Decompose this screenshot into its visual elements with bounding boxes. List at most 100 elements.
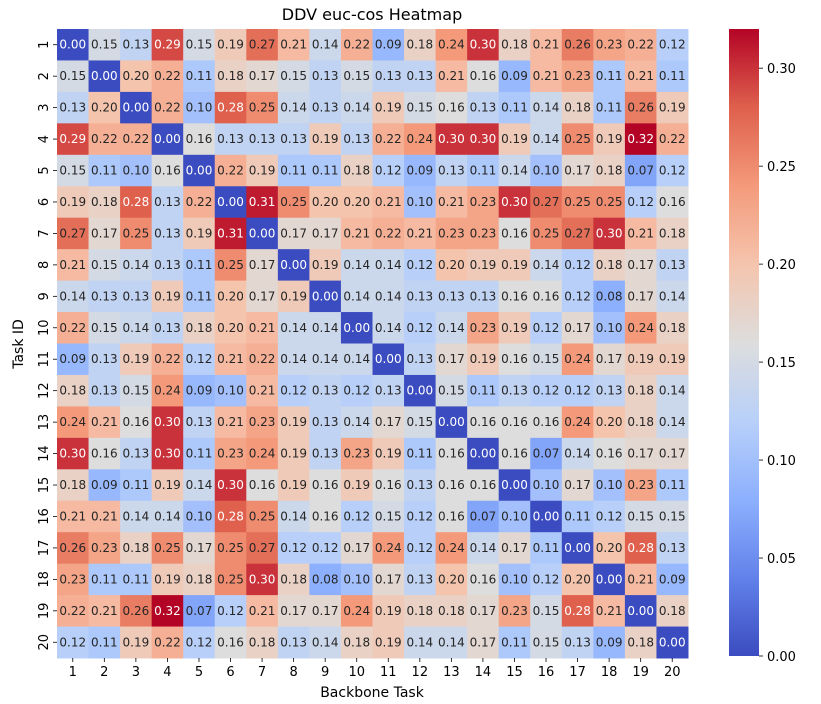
cell-value-label-r7-c13: 0.23 (438, 226, 465, 240)
y-tick-label-13: 13 (37, 414, 52, 431)
cell-value-label-r4-c14: 0.30 (470, 132, 497, 146)
cell-value-label-r4-c10: 0.13 (343, 132, 370, 146)
cell-value-label-r9-c3: 0.13 (123, 289, 150, 303)
heatmap-cell-r1-c13 (435, 29, 468, 61)
cell-value-label-r7-c7: 0.00 (249, 226, 276, 240)
heatmap-cell-r5-c7 (246, 154, 279, 187)
heatmap-cell-r3-c12 (404, 91, 437, 124)
cell-value-label-r9-c7: 0.17 (249, 289, 276, 303)
cell-value-label-r11-c14: 0.19 (470, 352, 497, 366)
cell-value-label-r7-c4: 0.13 (154, 226, 181, 240)
y-tick-label-9: 9 (37, 292, 52, 300)
x-tick-label-11: 11 (380, 665, 397, 680)
cell-value-label-r14-c8: 0.19 (280, 447, 307, 461)
heatmap-cell-r5-c8 (277, 154, 310, 187)
heatmap-cell-r16-c14 (467, 500, 500, 533)
heatmap-cell-r13-c3 (120, 406, 153, 439)
heatmap-cell-r9-c19 (624, 280, 657, 313)
heatmap-cell-r7-c6 (214, 217, 247, 250)
heatmap-cell-r1-c10 (340, 29, 373, 61)
heatmap-cell-r16-c11 (372, 500, 405, 533)
heatmap-cell-r8-c17 (561, 249, 594, 282)
heatmap-cell-r5-c11 (372, 154, 405, 187)
x-tick-label-19: 19 (632, 665, 649, 680)
cell-value-label-r19-c2: 0.21 (91, 604, 118, 618)
cell-value-label-r1-c18: 0.23 (596, 38, 623, 52)
cell-value-label-r7-c10: 0.21 (343, 226, 370, 240)
x-tick-label-18: 18 (601, 665, 618, 680)
cell-value-label-r14-c5: 0.11 (186, 447, 213, 461)
cell-value-label-r17-c5: 0.17 (186, 541, 213, 555)
cell-value-label-r19-c1: 0.22 (59, 604, 86, 618)
heatmap-cell-r17-c19 (624, 532, 657, 565)
cell-value-label-r13-c20: 0.14 (659, 415, 686, 429)
cell-value-label-r5-c13: 0.13 (438, 164, 465, 178)
cell-value-label-r6-c10: 0.20 (343, 195, 370, 209)
cell-value-label-r8-c10: 0.14 (343, 258, 370, 272)
cell-value-label-r14-c4: 0.30 (154, 447, 181, 461)
cell-value-label-r17-c10: 0.17 (343, 541, 370, 555)
heatmap-cell-r19-c12 (404, 595, 437, 628)
heatmap-cell-r5-c13 (435, 154, 468, 187)
cell-value-label-r16-c15: 0.10 (501, 509, 528, 523)
cell-value-label-r16-c3: 0.14 (123, 509, 150, 523)
cell-value-label-r18-c14: 0.16 (470, 572, 497, 586)
cell-value-label-r20-c17: 0.13 (564, 635, 591, 649)
heatmap-cell-r2-c9 (309, 60, 342, 93)
heatmap-cell-r1-c17 (561, 29, 594, 61)
heatmap-cell-r16-c18 (593, 500, 626, 533)
cell-value-label-r4-c6: 0.13 (217, 132, 244, 146)
heatmap-cell-r13-c15 (498, 406, 531, 439)
cell-value-label-r5-c9: 0.11 (312, 164, 339, 178)
cell-value-label-r20-c8: 0.13 (280, 635, 307, 649)
heatmap-cell-r1-c11 (372, 29, 405, 61)
heatmap-cell-r4-c8 (277, 123, 310, 156)
heatmap-cell-r9-c9 (309, 280, 342, 313)
cell-value-label-r15-c16: 0.10 (533, 478, 560, 492)
heatmap-cell-r16-c7 (246, 500, 279, 533)
heatmap-cell-r19-c20 (656, 595, 689, 628)
cell-value-label-r3-c9: 0.13 (312, 101, 339, 115)
cell-value-label-r13-c7: 0.23 (249, 415, 276, 429)
heatmap-cell-r12-c12 (404, 374, 437, 407)
cell-value-label-r3-c3: 0.00 (123, 101, 150, 115)
heatmap-cell-r17-c12 (404, 532, 437, 565)
cell-value-label-r2-c2: 0.00 (91, 69, 118, 83)
heatmap-cell-r17-c6 (214, 532, 247, 565)
heatmap-cell-r1-c15 (498, 29, 531, 61)
cell-value-label-r8-c7: 0.17 (249, 258, 276, 272)
heatmap-cell-r18-c1 (57, 563, 90, 596)
heatmap-cell-r18-c17 (561, 563, 594, 596)
cell-value-label-r9-c20: 0.14 (659, 289, 686, 303)
cell-value-label-r12-c7: 0.21 (249, 384, 276, 398)
cell-value-label-r1-c2: 0.15 (91, 38, 118, 52)
cell-value-label-r16-c16: 0.00 (533, 509, 560, 523)
cell-value-label-r10-c19: 0.24 (627, 321, 654, 335)
cell-value-label-r10-c1: 0.22 (59, 321, 86, 335)
cell-value-label-r20-c4: 0.22 (154, 635, 181, 649)
cell-value-label-r12-c8: 0.12 (280, 384, 307, 398)
cell-value-label-r17-c3: 0.18 (123, 541, 150, 555)
cell-value-label-r13-c3: 0.16 (123, 415, 150, 429)
y-tick-label-5: 5 (37, 166, 52, 174)
cell-value-label-r18-c3: 0.11 (123, 572, 150, 586)
cell-value-label-r4-c2: 0.22 (91, 132, 118, 146)
heatmap-cell-r7-c15 (498, 217, 531, 250)
cell-value-label-r17-c12: 0.12 (406, 541, 433, 555)
heatmap-cell-r3-c5 (183, 91, 216, 124)
cell-value-label-r2-c1: 0.15 (59, 69, 86, 83)
cell-value-label-r2-c14: 0.16 (470, 69, 497, 83)
cell-value-label-r13-c17: 0.24 (564, 415, 591, 429)
x-tick-label-17: 17 (569, 665, 586, 680)
heatmap-cell-r12-c7 (246, 374, 279, 407)
heatmap-cell-r10-c7 (246, 312, 279, 344)
heatmap-cell-r7-c3 (120, 217, 153, 250)
cell-value-label-r16-c20: 0.15 (659, 509, 686, 523)
heatmap-cell-r14-c16 (530, 437, 563, 470)
cell-value-label-r19-c18: 0.21 (596, 604, 623, 618)
heatmap-cell-r8-c5 (183, 249, 216, 282)
heatmap-cell-r9-c16 (530, 280, 563, 313)
heatmap-cell-r17-c14 (467, 532, 500, 565)
cell-value-label-r1-c12: 0.18 (406, 38, 433, 52)
heatmap-cell-r14-c13 (435, 437, 468, 470)
